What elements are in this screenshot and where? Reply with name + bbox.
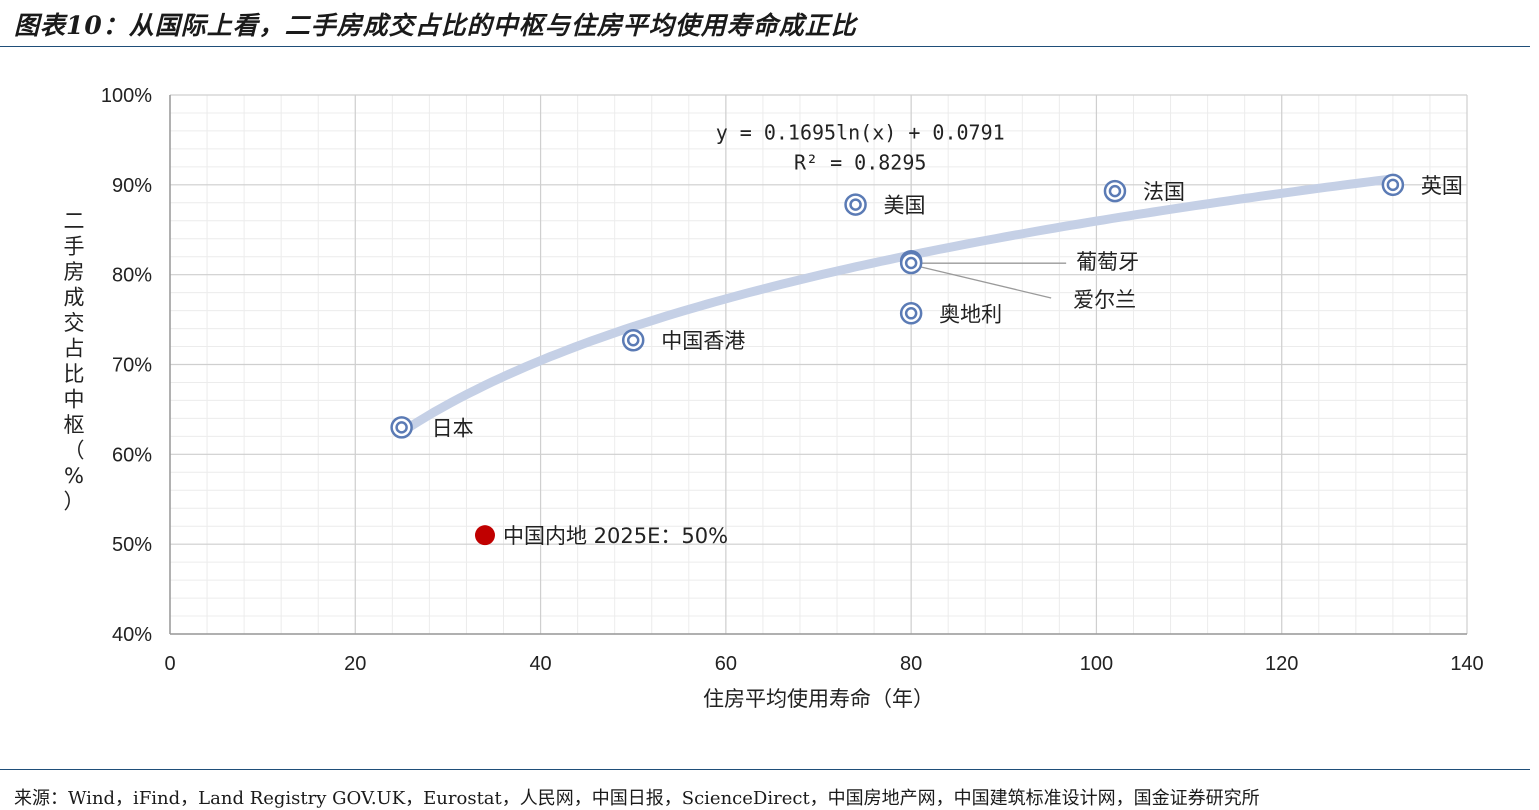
point-ring-inner (395, 421, 408, 434)
x-tick-label: 80 (900, 653, 922, 675)
point-label: 奥地利 (939, 302, 1002, 326)
point-label: 美国 (884, 194, 926, 218)
source-rule (0, 769, 1530, 770)
point-ring-inner (849, 198, 862, 211)
y-tick-label: 50% (112, 534, 152, 556)
data-point (1381, 173, 1405, 197)
title-rule (0, 46, 1530, 47)
y-tick-label: 100% (101, 85, 152, 107)
leader-lines (920, 262, 1067, 299)
point-label: 葡萄牙 (1076, 250, 1139, 274)
y-tick-label: 60% (112, 444, 152, 466)
y-tick-label: 90% (112, 175, 152, 197)
data-point (1103, 179, 1127, 203)
x-tick-labels: 0 20 40 60 80 100 120 140 (164, 653, 1483, 675)
trendline-equation: y = 0.1695ln(x) + 0.0791 (716, 120, 1005, 144)
point-label: 中国香港 (661, 329, 745, 353)
y-tick-label: 70% (112, 355, 152, 377)
y-tick-labels: 40% 50% 60% 70% 80% 90% 100% (101, 85, 152, 646)
x-tick-label: 40 (529, 653, 551, 675)
axes (169, 95, 1467, 635)
x-tick-label: 0 (164, 653, 175, 675)
trendline-r2: R² = 0.8295 (794, 150, 926, 174)
y-tick-label: 40% (112, 624, 152, 646)
data-point (899, 302, 923, 325)
point-label: 爱尔兰 (1073, 288, 1136, 312)
point-ring-inner (904, 256, 918, 270)
data-point (899, 251, 923, 275)
highlight-point (474, 525, 495, 546)
point-ring-inner (626, 333, 640, 347)
y-axis-label: 二手房成交占比中枢（%） (64, 209, 85, 514)
y-tick-label: 80% (112, 265, 152, 287)
x-tick-label: 20 (344, 653, 366, 675)
point-label: 日本 (432, 416, 474, 440)
point-label: 法国 (1143, 180, 1185, 204)
data-point (621, 328, 645, 352)
leader-line (920, 266, 1052, 299)
x-tick-label: 100 (1080, 653, 1113, 675)
point-ring-inner (1386, 178, 1400, 192)
source-note: 来源：Wind，iFind，Land Registry GOV.UK，Euros… (14, 788, 1260, 809)
data-points (390, 173, 1405, 546)
major-gridlines (169, 94, 1468, 635)
figure-title: 图表10：从国际上看，二手房成交占比的中枢与住房平均使用寿命成正比 (14, 11, 857, 40)
scatter-chart: 40% 50% 60% 70% 80% 90% 100% 0 20 40 60 80 100 120 14… (64, 85, 1484, 711)
highlight-label: 中国内地 2025E：50% (503, 524, 728, 548)
point-label: 英国 (1421, 174, 1463, 198)
point-ring-inner (1108, 184, 1122, 198)
data-point (844, 193, 867, 216)
point-ring-inner (904, 307, 918, 320)
data-point (390, 416, 413, 439)
x-tick-label: 60 (715, 653, 737, 675)
trendline (397, 174, 1398, 437)
x-tick-label: 120 (1265, 653, 1298, 675)
x-tick-label: 140 (1450, 653, 1483, 675)
x-axis-label: 住房平均使用寿命（年） (703, 687, 934, 711)
